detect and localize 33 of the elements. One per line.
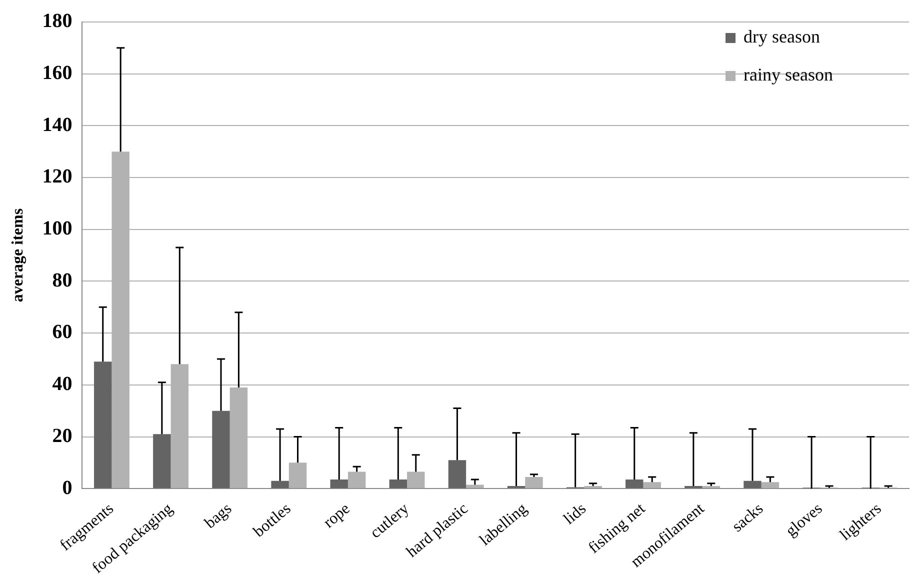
bar: [330, 480, 348, 488]
bar: [407, 472, 425, 488]
y-axis-title: average items: [10, 208, 27, 302]
x-tick-label: bags: [202, 500, 236, 532]
x-tick-label: lids: [560, 500, 590, 528]
y-tick-label: 140: [42, 114, 72, 136]
y-tick-label: 100: [42, 218, 72, 240]
bar: [466, 484, 484, 488]
y-tick-label: 60: [52, 321, 72, 344]
y-tick-label: 80: [52, 269, 72, 292]
y-tick-label: 40: [52, 373, 72, 396]
bar: [626, 480, 644, 488]
y-tick-label: 20: [52, 424, 72, 447]
bar: [212, 410, 230, 488]
y-tick-label: 180: [42, 10, 72, 32]
bar: [761, 482, 780, 488]
bar: [744, 480, 762, 488]
bar: [94, 362, 112, 488]
bar: [389, 480, 408, 488]
legend-label: rainy season: [744, 64, 834, 85]
bar: [271, 480, 289, 488]
bar: [288, 462, 307, 488]
bar: [448, 460, 466, 488]
legend-label: dry season: [744, 26, 820, 47]
y-tick-label: 160: [42, 62, 72, 84]
bar: [643, 482, 661, 488]
bar: [525, 476, 543, 488]
x-tick-label: sacks: [729, 500, 767, 536]
bar: [348, 472, 366, 488]
x-tick-label: rope: [320, 500, 354, 532]
bar: [153, 434, 171, 488]
y-tick-label: 0: [62, 476, 72, 499]
y-tick-label: 120: [42, 166, 72, 188]
